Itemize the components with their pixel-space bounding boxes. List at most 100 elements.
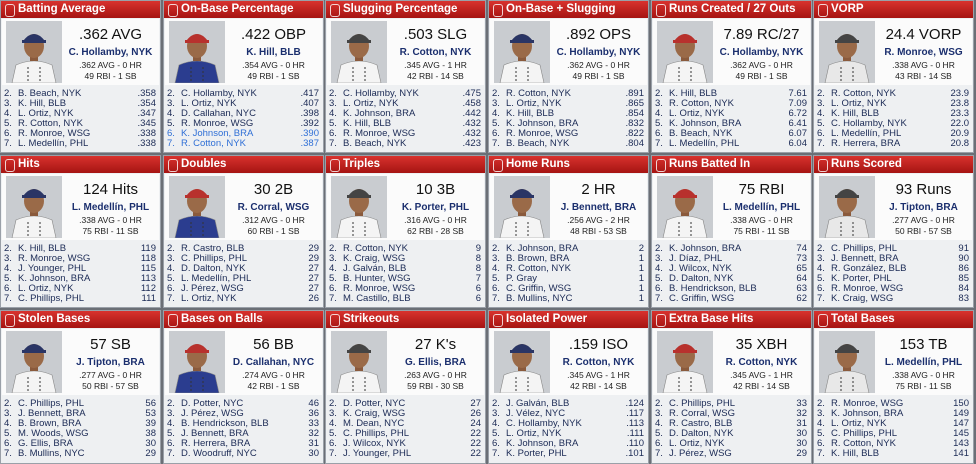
rank: 7. [329,138,337,149]
stat-value: .101 [625,448,645,459]
player-photo [494,176,550,239]
header-icon [168,4,178,17]
stat-value: .124 [625,398,645,409]
rank: 6. [329,438,337,449]
panel-header: Runs Created / 27 Outs [652,1,811,18]
ranked-row: 3. C. Phillips, PHL 29 [167,253,319,264]
panel-header: On-Base Percentage [164,1,323,18]
rank: 7. [4,138,12,149]
rank: 6. [167,438,175,449]
ranked-row: 4. K. Johnson, BRA .442 [329,108,481,119]
rank: 3. [4,98,12,109]
rank: 6. [329,283,337,294]
stat-value: .865 [625,98,645,109]
stat-value: 84 [958,283,969,294]
rank: 7. [817,448,825,459]
player-name: R. Cotton, NYK [181,138,246,149]
ranked-row: 4. L. Ortiz, NYK .347 [4,108,156,119]
header-icon [818,4,828,17]
rank: 6. [4,128,12,139]
stat-value: 1 [638,293,644,304]
player-photo [6,176,62,239]
rank: 2. [492,243,500,254]
ranked-row: 7. C. Phillips, PHL 111 [4,293,156,304]
panel-title: VORP [831,3,864,15]
ranked-row: 6. R. Monroe, WSG .822 [492,128,644,139]
rank: 3. [817,253,825,264]
stat-value: 6 [475,293,481,304]
stat-value: 2 [638,243,644,254]
stat-value: 26 [308,293,319,304]
stat-value: .387 [300,138,320,149]
leader-box: .159 ISO R. Cotton, NYK .345 AVG - 1 HR 42 … [490,329,647,395]
leader-line: 62 RBI - 28 SB [407,226,464,236]
player-name: J. Pérez, WSG [181,283,244,294]
player-name: J. Bennett, BRA [18,408,86,419]
stat-value: 111 [141,293,156,304]
ranked-row: 7. B. Beach, NYK .423 [329,138,481,149]
leader-line: .312 AVG - 0 HR [242,215,305,225]
ranked-row: 2. C. Phillips, PHL 91 [817,243,969,254]
header-icon [656,159,666,172]
leader-line: 49 RBI - 1 SB [572,71,625,81]
panel-title: Batting Average [18,3,106,15]
panel-title: On-Base + Slugging [506,3,616,15]
rank: 2. [655,88,663,99]
leader-name: K. Hill, BLB [246,47,301,58]
stat-value: .398 [300,108,320,119]
ranked-row: 6. K. Johnson, BRA .390 [167,128,319,139]
stat-value: 31 [796,418,807,429]
stat-value: 39 [145,418,156,429]
photo-frame [331,21,387,88]
ranked-row: 7. B. Mullins, NYC 29 [4,448,156,459]
rank: 6. [4,438,12,449]
panel-header: Extra Base Hits [652,311,811,328]
ranked-row: 2. R. Monroe, WSG 150 [817,398,969,409]
player-name: L. Ortiz, NYK [18,283,74,294]
leader-panel: Slugging Percentage .503 SLG R. Cotton, NY… [325,0,486,153]
stat-value: 20.9 [950,128,970,139]
stat-value: .891 [625,88,645,99]
stat-value: .407 [300,98,320,109]
player-name: K. Johnson, BRA [18,273,91,284]
header-icon [818,314,828,327]
stat-value: .432 [462,118,482,129]
ranked-row: 6. B. Hendrickson, BLB 63 [655,283,807,294]
player-name: L. Medellín, PHL [831,128,902,139]
player-name: D. Dalton, NYK [181,263,246,274]
leader-box: 30 2B R. Corral, WSG .312 AVG - 0 HR 60 RBI… [165,174,322,240]
stat-value: 90 [958,253,969,264]
rank: 5. [329,118,337,129]
player-name: K. Johnson, BRA [181,128,254,139]
player-name: C. Hollamby, NYK [181,88,257,99]
player-photo [6,21,62,84]
stat-value: 145 [953,428,969,439]
rank: 3. [655,408,663,419]
rank: 5. [817,428,825,439]
stat-value: 141 [953,448,969,459]
leader-panel: Bases on Balls 56 BB D. Callahan, NYC .274 … [163,310,324,464]
photo-frame [6,331,62,398]
ranked-row: 6. G. Ellis, BRA 30 [4,438,156,449]
panel-header: Triples [326,156,485,173]
stat-value: 29 [145,448,156,459]
rank: 7. [655,138,663,149]
leader-panel: Total Bases 153 TB L. Medellín, PHL .338 AV… [813,310,974,464]
player-name: R. Monroe, WSG [343,128,416,139]
rank: 7. [167,448,175,459]
stat-value: 22 [470,438,481,449]
stat-value: 8 [475,253,481,264]
leader-line: .345 AVG - 1 HR [404,60,467,70]
ranked-row: 5. R. Monroe, WSG .392 [167,118,319,129]
leader-line: 49 RBI - 1 SB [735,71,788,81]
panel-title: Stolen Bases [18,313,91,325]
rank: 3. [655,253,663,264]
rank: 7. [817,138,825,149]
ranked-row: 7. K. Porter, PHL .101 [492,448,645,459]
player-name: L. Ortiz, NYK [181,98,237,109]
ranked-row: 6. L. Medellín, PHL 20.9 [817,128,970,139]
leader-line: 48 RBI - 53 SB [570,226,627,236]
ranked-row: 7. L. Medellín, PHL .338 [4,138,156,149]
leader-stat: .362 AVG [78,26,143,43]
stat-value: 74 [796,243,807,254]
